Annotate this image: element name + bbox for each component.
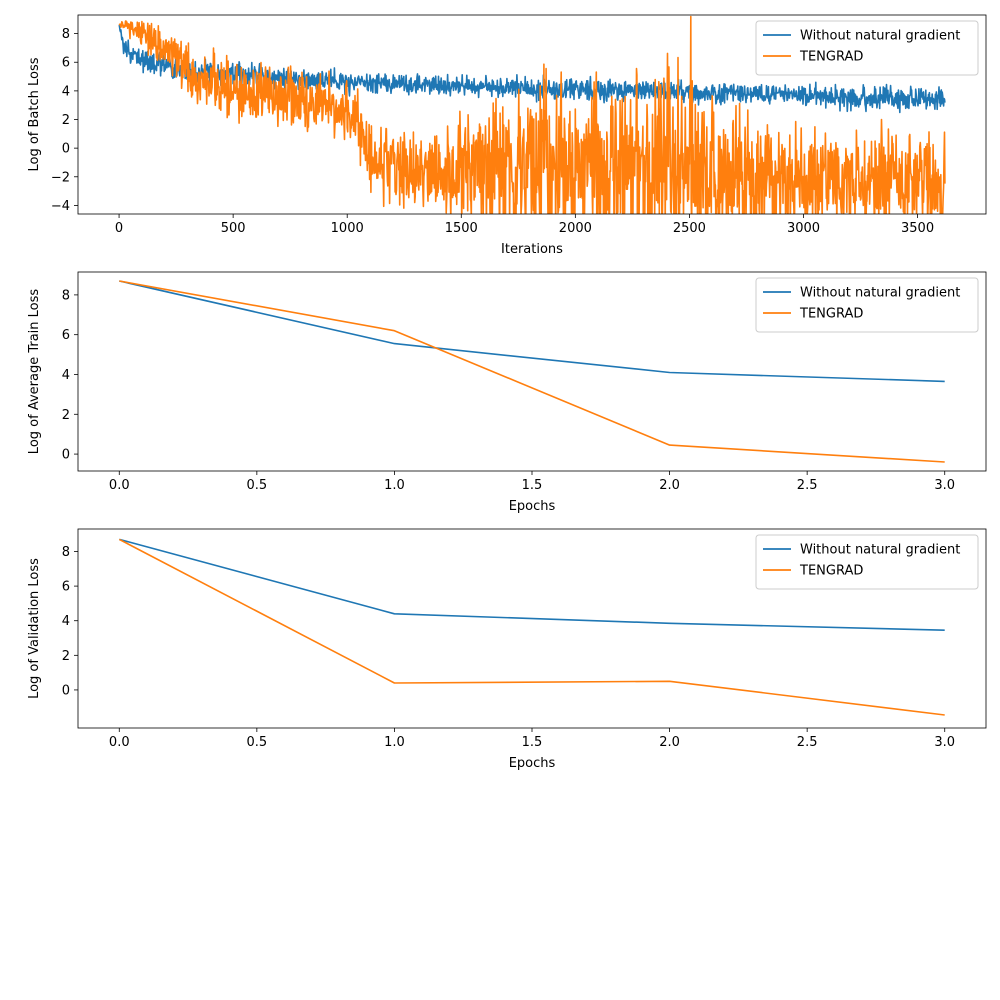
x-tick-label: 0.5 bbox=[247, 478, 268, 493]
legend: Without natural gradient TENGRAD bbox=[755, 277, 979, 333]
y-tick-label: 0 bbox=[62, 142, 70, 157]
y-axis-label: Log of Batch Loss bbox=[27, 57, 42, 171]
legend-label: Without natural gradient bbox=[800, 543, 960, 558]
y-tick-label: 6 bbox=[62, 56, 70, 71]
legend-box bbox=[755, 534, 979, 590]
plot-area bbox=[118, 538, 945, 716]
x-tick-label: 3.0 bbox=[934, 735, 955, 750]
y-tick-label: 8 bbox=[62, 27, 70, 42]
x-tick-label: 3500 bbox=[901, 221, 934, 236]
y-tick-label: 2 bbox=[62, 113, 70, 128]
validation-loss-subplot: 0.0 0.5 1.0 1.5 2.0 2.5 3.0 0 2 4 6 8 Epochs Log of V… bbox=[27, 528, 987, 771]
x-tick-label: 0.0 bbox=[109, 478, 130, 493]
y-tick-label: 6 bbox=[62, 328, 70, 343]
batch-loss-subplot: 0 500 1000 1500 2000 2500 3000 3500 −4 −2 0 2 4 6 8 Ite… bbox=[27, 14, 987, 257]
legend-label: TENGRAD bbox=[799, 50, 863, 65]
x-tick-label: 0 bbox=[115, 221, 123, 236]
x-tick-label: 1500 bbox=[445, 221, 478, 236]
x-tick-label: 2.0 bbox=[659, 735, 680, 750]
y-tick-label: 8 bbox=[62, 545, 70, 560]
y-tick-label: 8 bbox=[62, 288, 70, 303]
y-tick-label: −2 bbox=[51, 170, 70, 185]
x-tick-label: 2.5 bbox=[797, 478, 818, 493]
y-tick-label: 2 bbox=[62, 408, 70, 423]
series-line-tengrad bbox=[118, 15, 946, 214]
y-tick-label: 0 bbox=[62, 683, 70, 698]
x-tick-label: 1.5 bbox=[522, 735, 543, 750]
y-tick-label: 4 bbox=[62, 368, 70, 383]
axes-frame bbox=[77, 14, 987, 215]
plot-area bbox=[118, 15, 946, 214]
series-line-tengrad bbox=[118, 538, 945, 716]
x-tick-label: 1.0 bbox=[384, 478, 405, 493]
train-loss-subplot: 0.0 0.5 1.0 1.5 2.0 2.5 3.0 0 2 4 6 8 Epochs Log of A… bbox=[27, 271, 987, 514]
legend: Without natural gradient TENGRAD bbox=[755, 534, 979, 590]
legend: Without natural gradient TENGRAD bbox=[755, 20, 979, 76]
y-tick-label: 0 bbox=[62, 448, 70, 463]
series-line-without-natural-gradient bbox=[119, 538, 945, 631]
x-tick-label: 1000 bbox=[331, 221, 364, 236]
x-tick-label: 2.0 bbox=[659, 478, 680, 493]
legend-box bbox=[755, 20, 979, 76]
series-line-tengrad bbox=[119, 280, 945, 463]
x-tick-label: 3.0 bbox=[934, 478, 955, 493]
x-tick-label: 1.5 bbox=[522, 478, 543, 493]
x-axis-label: Iterations bbox=[501, 242, 563, 257]
y-tick-label: −4 bbox=[51, 199, 70, 214]
legend-label: Without natural gradient bbox=[800, 29, 960, 44]
y-tick-label: 4 bbox=[62, 84, 70, 99]
x-tick-label: 3000 bbox=[787, 221, 820, 236]
legend-label: TENGRAD bbox=[799, 564, 863, 579]
y-axis-label: Log of Average Train Loss bbox=[27, 289, 42, 455]
x-tick-label: 1.0 bbox=[384, 735, 405, 750]
series-line-without-natural-gradient bbox=[119, 280, 945, 383]
legend-label: Without natural gradient bbox=[800, 286, 960, 301]
x-tick-label: 2500 bbox=[673, 221, 706, 236]
x-axis-label: Epochs bbox=[509, 499, 556, 514]
x-axis-label: Epochs bbox=[509, 756, 556, 771]
legend-box bbox=[755, 277, 979, 333]
x-tick-label: 0.5 bbox=[247, 735, 268, 750]
legend-label: TENGRAD bbox=[799, 307, 863, 322]
x-tick-label: 2000 bbox=[559, 221, 592, 236]
plot-area bbox=[119, 280, 945, 463]
x-tick-label: 0.0 bbox=[109, 735, 130, 750]
y-axis-label: Log of Validation Loss bbox=[27, 558, 42, 699]
y-tick-label: 4 bbox=[62, 614, 70, 629]
x-tick-label: 500 bbox=[221, 221, 246, 236]
y-tick-label: 2 bbox=[62, 649, 70, 664]
y-tick-label: 6 bbox=[62, 580, 70, 595]
x-tick-label: 2.5 bbox=[797, 735, 818, 750]
